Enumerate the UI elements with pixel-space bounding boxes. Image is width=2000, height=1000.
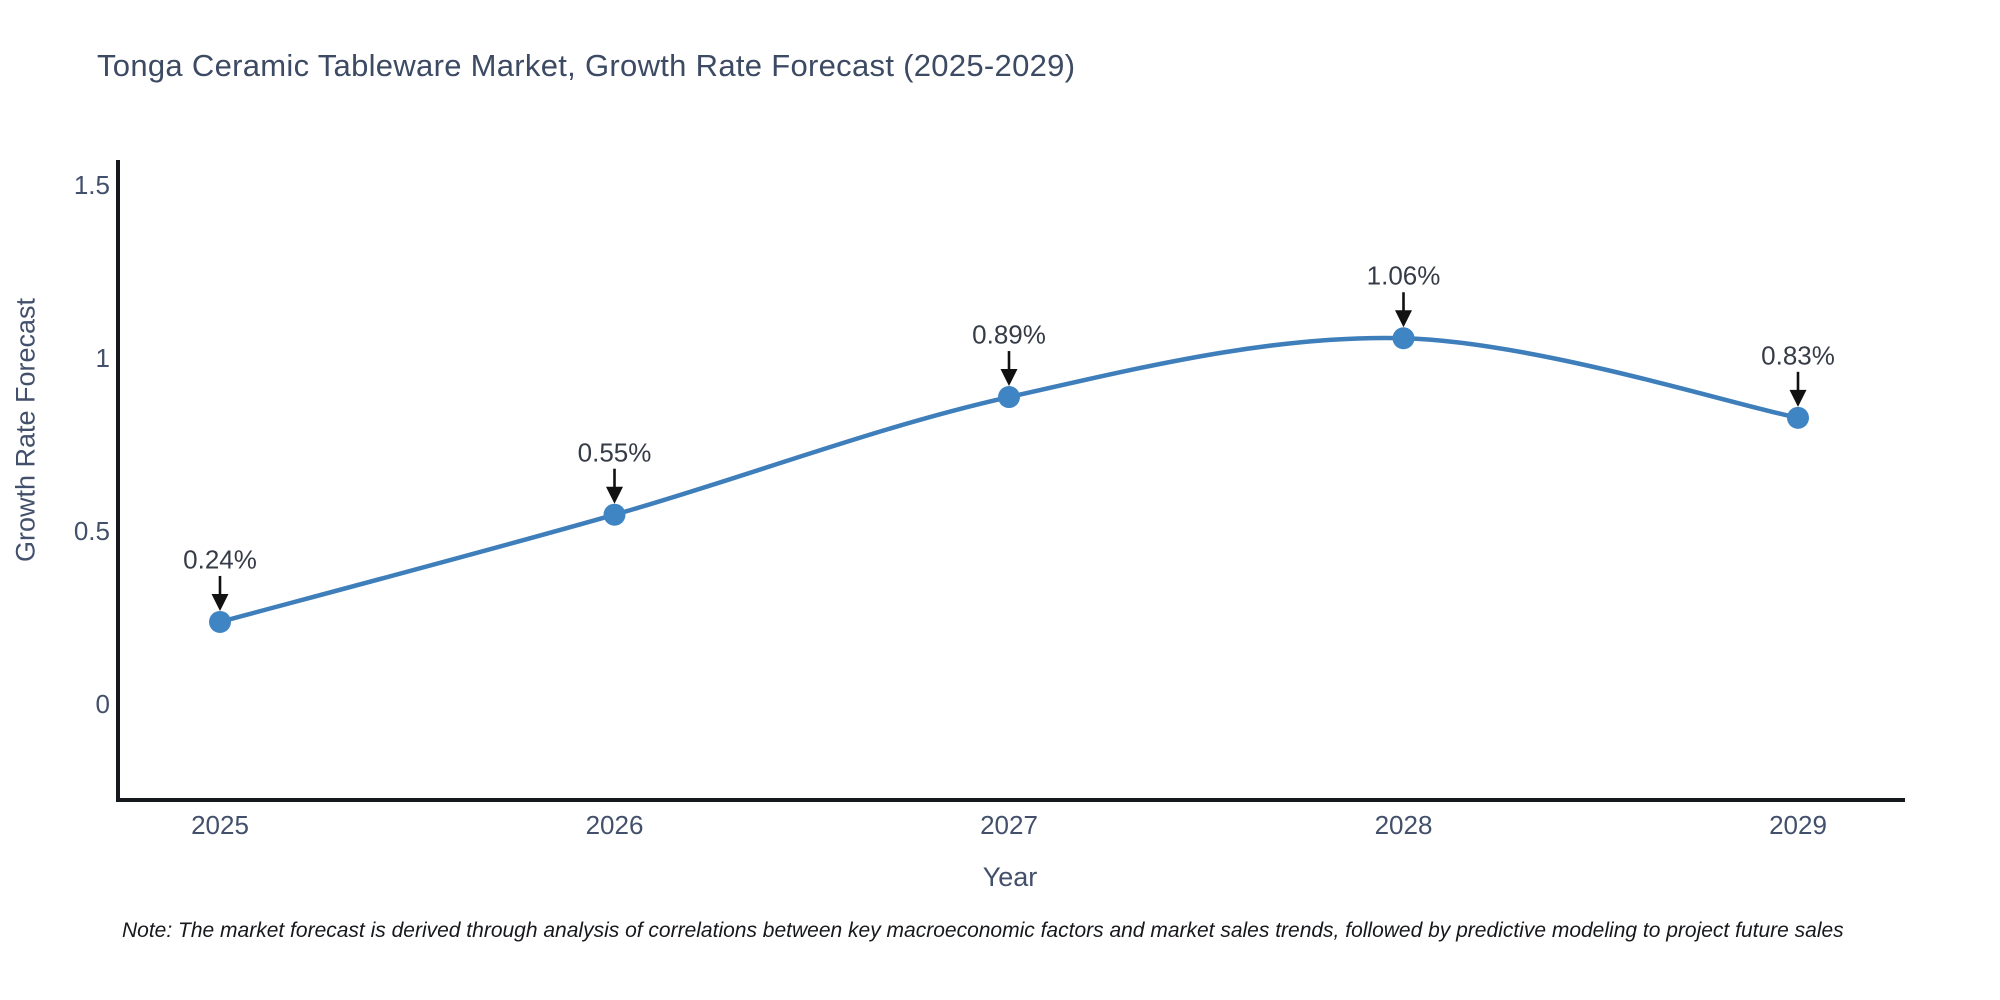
y-tick-label: 0.5 bbox=[73, 516, 110, 546]
y-tick-label: 1 bbox=[95, 343, 110, 373]
x-axis-title: Year bbox=[982, 862, 1038, 892]
data-point-marker bbox=[1787, 406, 1809, 429]
x-tick-label: 2028 bbox=[1374, 810, 1433, 840]
data-point-label: 1.06% bbox=[1366, 260, 1441, 291]
data-point-label: 0.83% bbox=[1761, 340, 1835, 371]
y-tick-label: 1.5 bbox=[73, 170, 110, 200]
chart-title: Tonga Ceramic Tableware Market, Growth R… bbox=[97, 48, 1076, 83]
annotation-arrow-head bbox=[606, 486, 623, 504]
x-tick-label: 2027 bbox=[980, 810, 1038, 840]
data-point-marker bbox=[998, 386, 1020, 409]
annotation-arrow-head bbox=[211, 593, 229, 611]
data-point-label: 0.24% bbox=[183, 544, 257, 575]
x-tick-label: 2026 bbox=[585, 810, 644, 840]
data-point-label: 0.55% bbox=[577, 437, 652, 468]
data-point-label: 0.89% bbox=[972, 319, 1046, 350]
annotation-arrow-head bbox=[1395, 310, 1412, 328]
footnote: Note: The market forecast is derived thr… bbox=[122, 919, 1844, 942]
annotation-arrow-head bbox=[1000, 369, 1018, 387]
data-point-marker bbox=[1392, 327, 1415, 350]
x-tick-label: 2029 bbox=[1769, 810, 1827, 840]
data-point-marker bbox=[209, 610, 231, 633]
data-point-marker bbox=[603, 503, 626, 526]
annotation-arrow-head bbox=[1789, 389, 1807, 407]
x-tick-label: 2025 bbox=[191, 810, 249, 840]
y-tick-label: 0 bbox=[95, 689, 110, 719]
